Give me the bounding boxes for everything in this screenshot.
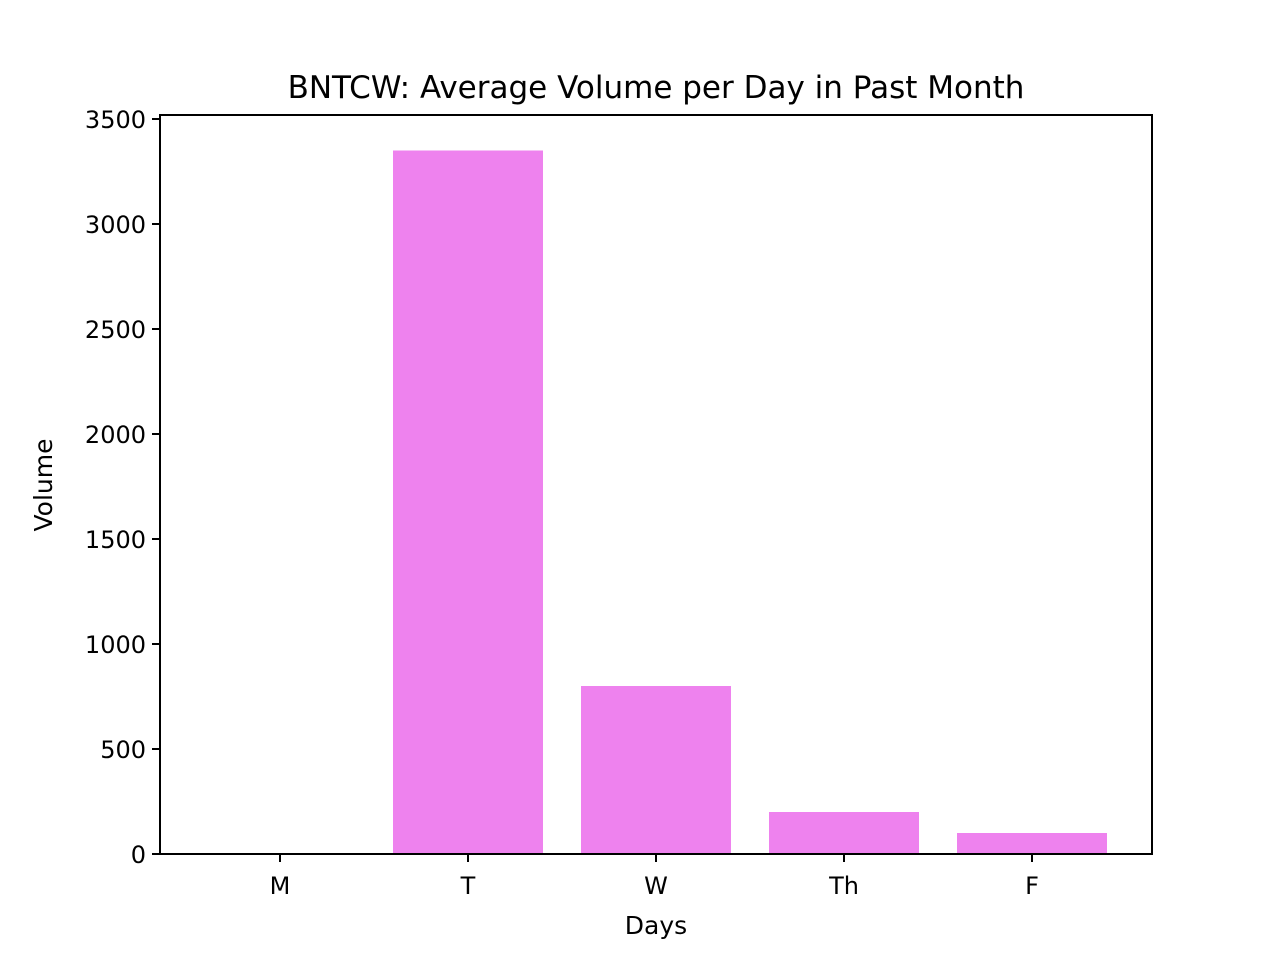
- bar-w: [581, 686, 731, 854]
- y-tick-label: 1000: [85, 631, 146, 659]
- x-tick-label: M: [270, 872, 291, 900]
- y-axis-label: Volume: [29, 439, 58, 532]
- y-ticks-group: 0 500 1000 1500 2000 2500 3000 3500: [85, 106, 160, 869]
- y-tick-label: 3500: [85, 106, 146, 134]
- y-tick-label: 2000: [85, 421, 146, 449]
- x-ticks-group: M T W Th F: [270, 854, 1039, 900]
- x-axis-label: Days: [625, 911, 687, 940]
- y-tick-label: 3000: [85, 211, 146, 239]
- x-tick-label: W: [644, 872, 668, 900]
- x-tick-label: Th: [828, 872, 859, 900]
- x-tick-label: F: [1025, 872, 1039, 900]
- y-tick-label: 0: [131, 841, 146, 869]
- plot-frame: [159, 114, 1153, 855]
- bars-group: [393, 150, 1107, 854]
- y-tick-label: 1500: [85, 526, 146, 554]
- bar-t: [393, 150, 543, 854]
- y-tick-label: 500: [100, 736, 146, 764]
- y-tick-label: 2500: [85, 316, 146, 344]
- bar-f: [957, 833, 1107, 854]
- bar-th: [769, 812, 919, 854]
- x-tick-label: T: [460, 872, 476, 900]
- chart-title: BNTCW: Average Volume per Day in Past Mo…: [288, 70, 1025, 106]
